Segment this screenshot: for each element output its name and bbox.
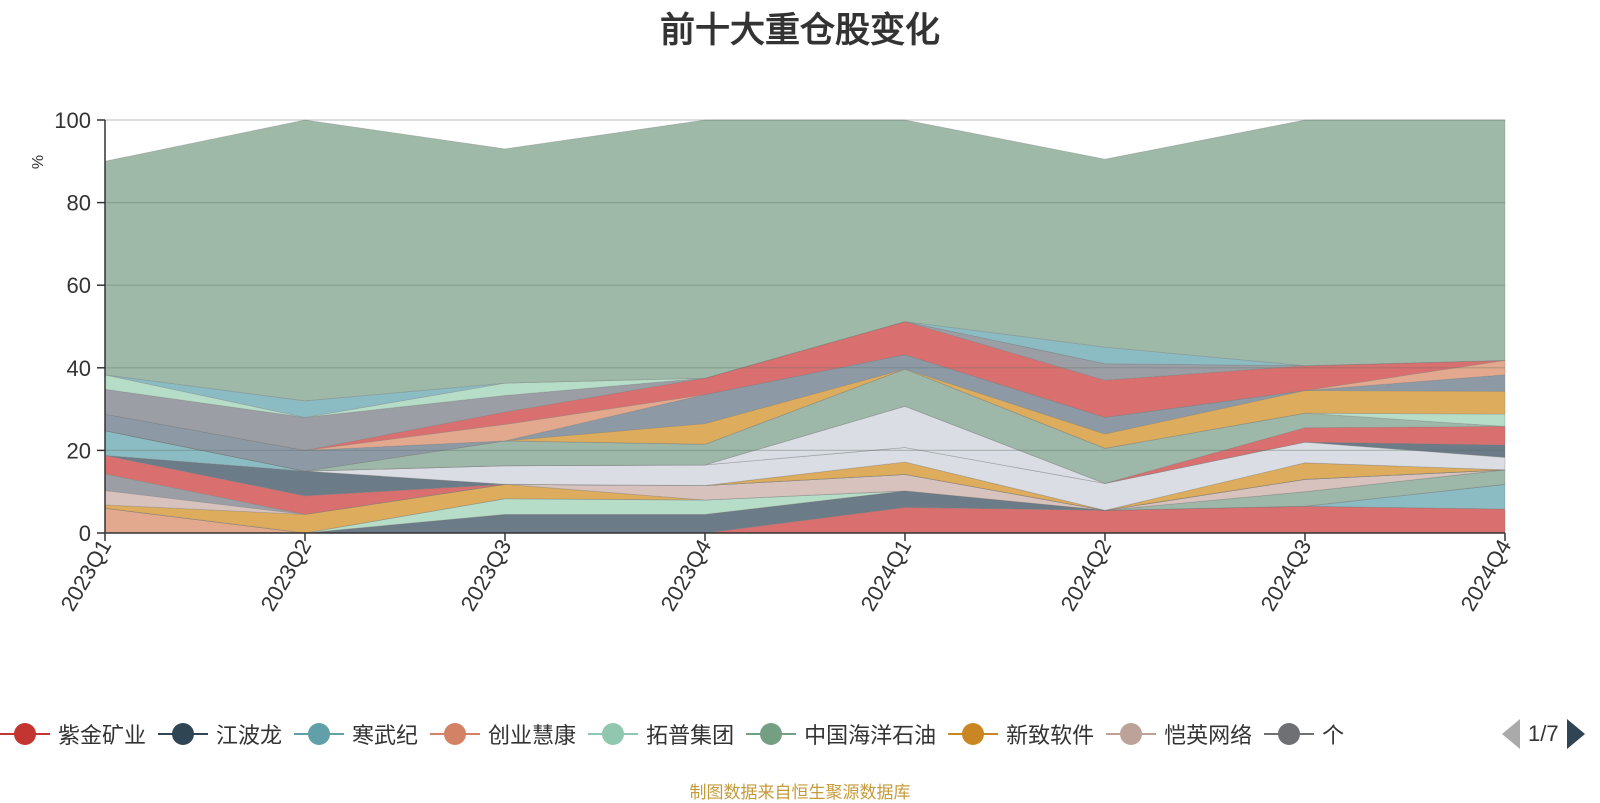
legend-next-page-button[interactable] (1566, 719, 1585, 749)
legend: 紫金矿业 江波龙 寒武纪 创业慧康 拓普集团 中国海洋石油 新致软件 恺英网络 个 (0, 712, 1485, 756)
y-tick-label: 60 (67, 273, 91, 298)
x-tick-label: 2023Q3 (456, 535, 517, 615)
legend-label: 新致软件 (1006, 723, 1095, 748)
legend-item[interactable]: 紫金矿业 (0, 712, 146, 756)
x-tick-label: 2023Q1 (56, 535, 117, 615)
y-tick-label: 20 (67, 438, 91, 463)
y-tick-label: 0 (79, 521, 91, 546)
y-axis-unit: % (30, 155, 47, 169)
legend-prev-page-button[interactable] (1502, 719, 1520, 749)
legend-marker-icon (430, 719, 481, 749)
legend-item[interactable]: 寒武纪 (294, 712, 418, 756)
y-tick-label: 100 (54, 108, 91, 133)
x-tick-label: 2024Q2 (1056, 535, 1117, 615)
legend-label: 个 (1322, 723, 1345, 748)
area-series-26[interactable] (104, 119, 1506, 402)
x-tick-label: 2024Q4 (1456, 535, 1517, 615)
legend-label: 紫金矿业 (58, 723, 147, 748)
legend-marker-icon (588, 719, 639, 749)
legend-label: 创业慧康 (488, 723, 577, 748)
x-tick-label: 2023Q2 (256, 535, 317, 615)
legend-item[interactable]: 中国海洋石油 (746, 712, 936, 756)
legend-marker-icon (158, 719, 209, 749)
legend-page-indicator: 1/7 (1528, 721, 1559, 746)
legend-marker-icon (294, 719, 345, 749)
chart-title: 前十大重仓股变化 (659, 11, 940, 50)
legend-item[interactable]: 个 (1264, 712, 1344, 756)
legend-marker-icon (948, 719, 999, 749)
x-tick-label: 2024Q1 (856, 535, 917, 615)
y-tick-label: 40 (67, 356, 91, 381)
legend-item[interactable]: 拓普集团 (588, 712, 734, 756)
legend-label: 拓普集团 (646, 723, 735, 748)
legend-marker-icon (1106, 719, 1157, 749)
legend-label: 恺英网络 (1164, 723, 1253, 748)
legend-label: 寒武纪 (352, 723, 419, 748)
legend-marker-icon (1264, 719, 1315, 749)
legend-item[interactable]: 创业慧康 (430, 712, 576, 756)
legend-label: 江波龙 (216, 723, 283, 748)
legend-marker-icon (746, 719, 797, 749)
legend-marker-icon (0, 719, 50, 749)
legend-item[interactable]: 新致软件 (948, 712, 1094, 756)
legend-item[interactable]: 恺英网络 (1106, 712, 1252, 756)
legend-label: 中国海洋石油 (804, 723, 937, 748)
legend-pager: 1/7 (1500, 716, 1600, 752)
source-note: 制图数据来自恒生聚源数据库 (689, 783, 911, 802)
legend-item[interactable]: 江波龙 (158, 712, 282, 756)
x-tick-label: 2024Q3 (1256, 535, 1317, 615)
y-tick-label: 80 (67, 191, 91, 216)
x-tick-label: 2023Q4 (656, 535, 717, 615)
